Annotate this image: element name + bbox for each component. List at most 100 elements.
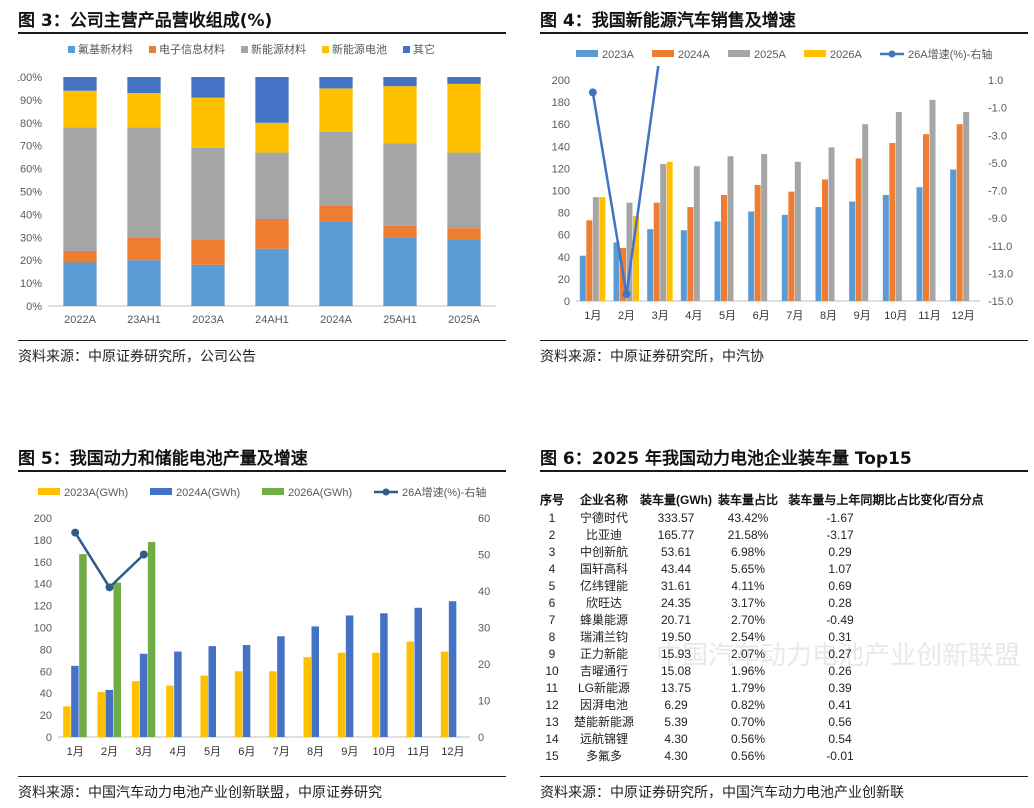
fig4-xtick-label: 8月 bbox=[820, 310, 837, 322]
fig5-legend-label: 26A增速(%)-右轴 bbox=[402, 485, 486, 499]
fig6-table-row: 8 瑞浦兰钧 19.50 2.54% 0.31 bbox=[549, 630, 852, 644]
fig5-xtick-label: 1月 bbox=[67, 746, 84, 758]
fig3-xtick-label: 2024A bbox=[320, 314, 352, 326]
fig6-title: 图 6：2025 年我国动力电池企业装车量 Top15 bbox=[540, 449, 912, 469]
fig6-table-cell: 1.79% bbox=[731, 681, 765, 695]
fig4-legend-marker bbox=[888, 50, 896, 58]
fig3-bar-segment bbox=[127, 237, 161, 261]
fig3-bar-segment bbox=[127, 260, 161, 306]
fig5-bar bbox=[303, 657, 311, 737]
fig5-bar bbox=[234, 671, 243, 737]
fig6-table-cell: 21.58% bbox=[728, 528, 769, 542]
fig6-table-cell: 多氟多 bbox=[586, 749, 622, 763]
fig5-ytick-label: 160 bbox=[34, 557, 52, 569]
fig6-watermark: 中国汽车动力电池产业创新联盟 bbox=[656, 640, 1020, 670]
fig3-bar-segment bbox=[319, 221, 353, 306]
fig3-bar-segment bbox=[191, 97, 225, 148]
fig3-bar-segment bbox=[319, 131, 353, 206]
panel-fig6: 图 6：2025 年我国动力电池企业装车量 Top15 中国汽车动力电池产业创新… bbox=[540, 444, 1028, 804]
fig5-ytick-label: 120 bbox=[34, 601, 52, 613]
fig4-xtick-label: 9月 bbox=[854, 310, 871, 322]
fig3-bar-segment bbox=[191, 264, 225, 306]
fig4-y2tick-label: -13.0 bbox=[988, 268, 1013, 280]
fig5-bar bbox=[105, 689, 113, 737]
fig5-xtick-label: 10月 bbox=[373, 746, 396, 758]
fig6-table-cell: 24.35 bbox=[661, 596, 691, 610]
fig5-ytick-label: 20 bbox=[40, 710, 52, 722]
fig3-bar-segment bbox=[447, 83, 481, 153]
fig4-bar bbox=[626, 202, 633, 301]
fig5-bar bbox=[113, 582, 121, 737]
fig6-table-cell: 蜂巢能源 bbox=[580, 613, 628, 627]
fig3-ytick-label: 90% bbox=[20, 95, 42, 107]
fig4-y2tick-label: -1.0 bbox=[988, 103, 1007, 115]
fig3-xtick-label: 2022A bbox=[64, 314, 96, 326]
fig6-table-cell: 5 bbox=[549, 579, 556, 593]
fig4-bar bbox=[613, 242, 620, 301]
fig4-y2tick-label: -5.0 bbox=[988, 158, 1007, 170]
fig3-legend-swatch bbox=[68, 46, 75, 53]
fig6-table-cell: 20.71 bbox=[661, 613, 691, 627]
fig6-header-cell: 装车量(GWh) bbox=[639, 492, 712, 507]
fig6-table-cell: 2.54% bbox=[731, 630, 765, 644]
fig6-table-cell: 7 bbox=[549, 613, 556, 627]
fig4-bar bbox=[963, 112, 970, 301]
fig5-title: 图 5：我国动力和储能电池产量及增速 bbox=[18, 449, 308, 469]
fig3-bar-segment bbox=[383, 237, 417, 306]
fig5-ytick-label: 180 bbox=[34, 535, 52, 547]
fig6-table-cell: 3.17% bbox=[731, 596, 765, 610]
fig4-legend-item: 26A增速(%)-右轴 bbox=[880, 47, 992, 61]
fig3-bar-segment bbox=[191, 239, 225, 265]
fig3-bar-segment bbox=[255, 122, 289, 153]
fig6-table-cell: 0.70% bbox=[731, 715, 765, 729]
fig4-bar bbox=[882, 194, 889, 301]
fig6-table-cell: 0.26 bbox=[828, 664, 852, 678]
fig6-table-cell: -1.67 bbox=[826, 511, 854, 525]
fig4-xtick-label: 4月 bbox=[685, 310, 702, 322]
fig3-legend-label: 电子信息材料 bbox=[159, 42, 225, 56]
fig5-xtick-label: 4月 bbox=[170, 746, 187, 758]
fig3-top-rule bbox=[18, 32, 506, 34]
fig3-xtick-label: 2025A bbox=[448, 314, 480, 326]
fig4-bar bbox=[761, 154, 768, 301]
fig6-table-cell: 0.56 bbox=[828, 715, 852, 729]
fig6-header-cell: 企业名称 bbox=[579, 492, 628, 507]
fig4-xtick-label: 1月 bbox=[584, 310, 601, 322]
fig6-table-cell: -0.49 bbox=[826, 613, 854, 627]
fig5-legend-label: 2026A(GWh) bbox=[288, 487, 352, 499]
fig3-ytick-label: 80% bbox=[20, 118, 42, 130]
fig3-ytick-label: 100% bbox=[18, 72, 42, 84]
fig3-legend-label: 其它 bbox=[413, 42, 435, 56]
fig6-table-cell: 333.57 bbox=[658, 511, 695, 525]
fig5-source: 资料来源：中国汽车动力电池产业创新联盟，中原证券研究 bbox=[18, 785, 382, 801]
fig6-table-cell: 0.54 bbox=[828, 732, 852, 746]
fig4-bottom-rule bbox=[540, 340, 1028, 341]
fig6-table-cell: -3.17 bbox=[826, 528, 854, 542]
fig5-legend-label: 2024A(GWh) bbox=[176, 487, 240, 499]
fig3-legend-swatch bbox=[403, 46, 410, 53]
fig6-table-cell: 4.11% bbox=[731, 579, 764, 593]
fig6-table-cell: 13 bbox=[545, 715, 559, 729]
fig5-legend-swatch bbox=[38, 488, 60, 495]
fig5-ytick-label: 200 bbox=[34, 513, 52, 525]
fig4-ytick-label: 120 bbox=[552, 163, 570, 175]
fig3-legend-swatch bbox=[241, 46, 248, 53]
fig3-bar-segment bbox=[191, 77, 225, 98]
fig4-y2tick-label: -11.0 bbox=[988, 241, 1012, 253]
fig6-table-cell: 53.61 bbox=[661, 545, 691, 559]
fig3-bottom-rule bbox=[18, 340, 506, 341]
fig6-table-cell: 正力新能 bbox=[580, 646, 628, 661]
fig4-bar bbox=[788, 191, 795, 301]
fig3-legend-item: 新能源材料 bbox=[241, 42, 306, 56]
fig6-table-row: 10 吉曜通行 15.08 1.96% 0.26 bbox=[545, 664, 852, 678]
fig5-bottom-rule bbox=[18, 776, 506, 777]
fig6-table-cell: 0.82% bbox=[731, 698, 765, 712]
fig6-table-cell: 0.56% bbox=[731, 749, 765, 763]
fig6-table-cell: 14 bbox=[545, 732, 559, 746]
fig6-header-cell: 序号 bbox=[540, 492, 564, 507]
fig5-xtick-label: 6月 bbox=[238, 746, 255, 758]
fig6-table-cell: 楚能新能源 bbox=[574, 714, 634, 729]
fig5-ytick-label: 80 bbox=[40, 644, 52, 656]
fig6-table-cell: 15.93 bbox=[661, 647, 691, 661]
fig3-bar-segment bbox=[63, 251, 97, 263]
